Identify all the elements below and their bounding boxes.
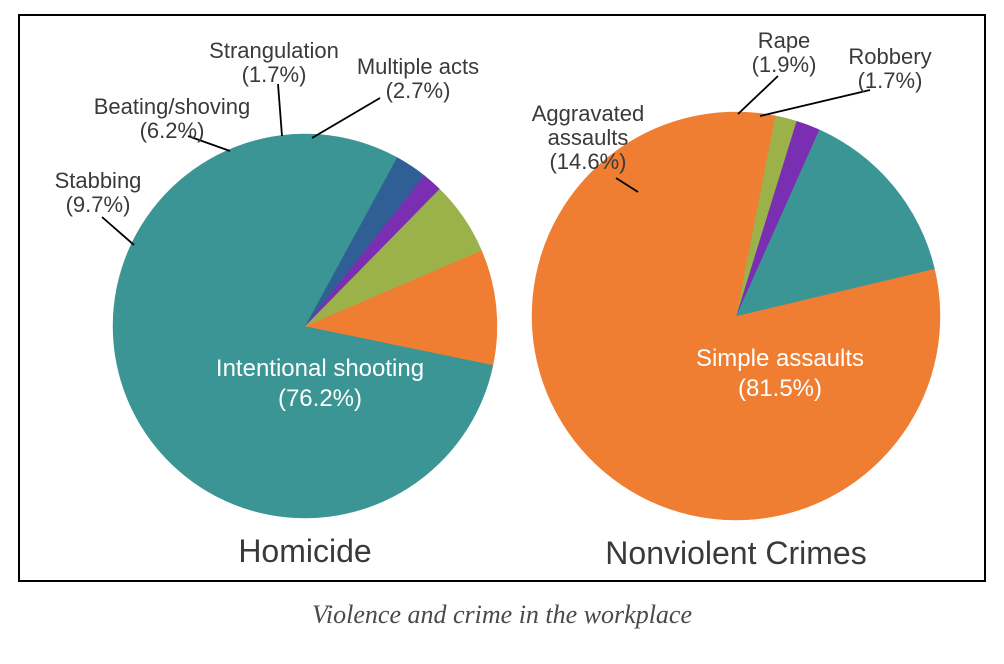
svg-text:(76.2%): (76.2%) bbox=[278, 385, 362, 412]
svg-text:(1.9%): (1.9%) bbox=[752, 52, 817, 77]
svg-text:(1.7%): (1.7%) bbox=[242, 62, 307, 87]
svg-text:Simple assaults: Simple assaults bbox=[696, 345, 864, 372]
callout-beating-shoving: Beating/shoving(6.2%) bbox=[94, 94, 251, 143]
leader-line-rape bbox=[738, 76, 778, 114]
svg-text:(14.6%): (14.6%) bbox=[549, 149, 626, 174]
leader-line-strangulation bbox=[278, 84, 282, 136]
leader-line-multiple-acts bbox=[312, 98, 380, 138]
chart-title: Homicide bbox=[238, 533, 371, 569]
callout-stabbing: Stabbing(9.7%) bbox=[55, 168, 142, 217]
svg-text:Stabbing: Stabbing bbox=[55, 168, 142, 193]
svg-text:(1.7%): (1.7%) bbox=[858, 68, 923, 93]
svg-text:(9.7%): (9.7%) bbox=[66, 192, 131, 217]
svg-text:(6.2%): (6.2%) bbox=[140, 118, 205, 143]
svg-text:Intentional shooting: Intentional shooting bbox=[216, 355, 424, 382]
svg-text:Multiple acts: Multiple acts bbox=[357, 54, 479, 79]
figure-caption: Violence and crime in the workplace bbox=[0, 600, 1004, 630]
chart-frame: Intentional shooting (76.2%) Stabbing(9.7%… bbox=[18, 14, 986, 582]
page-root: Intentional shooting (76.2%) Stabbing(9.7%… bbox=[0, 0, 1004, 664]
svg-text:assaults: assaults bbox=[548, 125, 629, 150]
callout-multiple-acts: Multiple acts(2.7%) bbox=[357, 54, 479, 103]
svg-text:Aggravated: Aggravated bbox=[532, 101, 645, 126]
svg-text:Strangulation: Strangulation bbox=[209, 38, 339, 63]
chart-title: Nonviolent Crimes bbox=[605, 535, 866, 571]
svg-text:Rape: Rape bbox=[758, 28, 811, 53]
callout-strangulation: Strangulation(1.7%) bbox=[209, 38, 339, 87]
svg-text:Robbery: Robbery bbox=[848, 44, 931, 69]
charts-svg: Intentional shooting (76.2%) Stabbing(9.7%… bbox=[20, 16, 984, 580]
svg-text:Beating/shoving: Beating/shoving bbox=[94, 94, 251, 119]
callout-rape: Rape(1.9%) bbox=[752, 28, 817, 77]
svg-text:(2.7%): (2.7%) bbox=[386, 78, 451, 103]
leader-line-robbery bbox=[760, 90, 870, 116]
leader-line-stabbing bbox=[102, 217, 134, 245]
callout-robbery: Robbery(1.7%) bbox=[848, 44, 931, 93]
svg-text:(81.5%): (81.5%) bbox=[738, 375, 822, 402]
